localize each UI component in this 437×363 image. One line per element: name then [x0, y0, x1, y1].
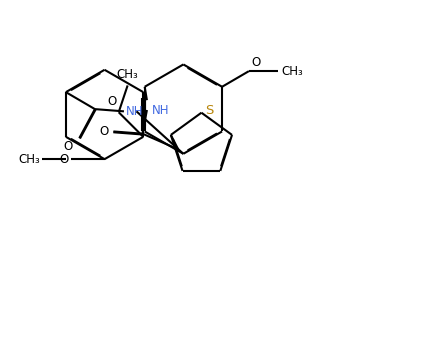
- Text: CH₃: CH₃: [281, 65, 303, 78]
- Text: S: S: [205, 104, 213, 117]
- Text: CH₃: CH₃: [18, 153, 40, 166]
- Text: CH₃: CH₃: [117, 68, 139, 81]
- Text: NH: NH: [151, 104, 169, 117]
- Text: O: O: [107, 95, 116, 108]
- Text: NH: NH: [126, 105, 144, 118]
- Text: O: O: [100, 125, 109, 138]
- Text: O: O: [251, 56, 260, 69]
- Text: O: O: [63, 140, 73, 154]
- Text: O: O: [59, 153, 69, 166]
